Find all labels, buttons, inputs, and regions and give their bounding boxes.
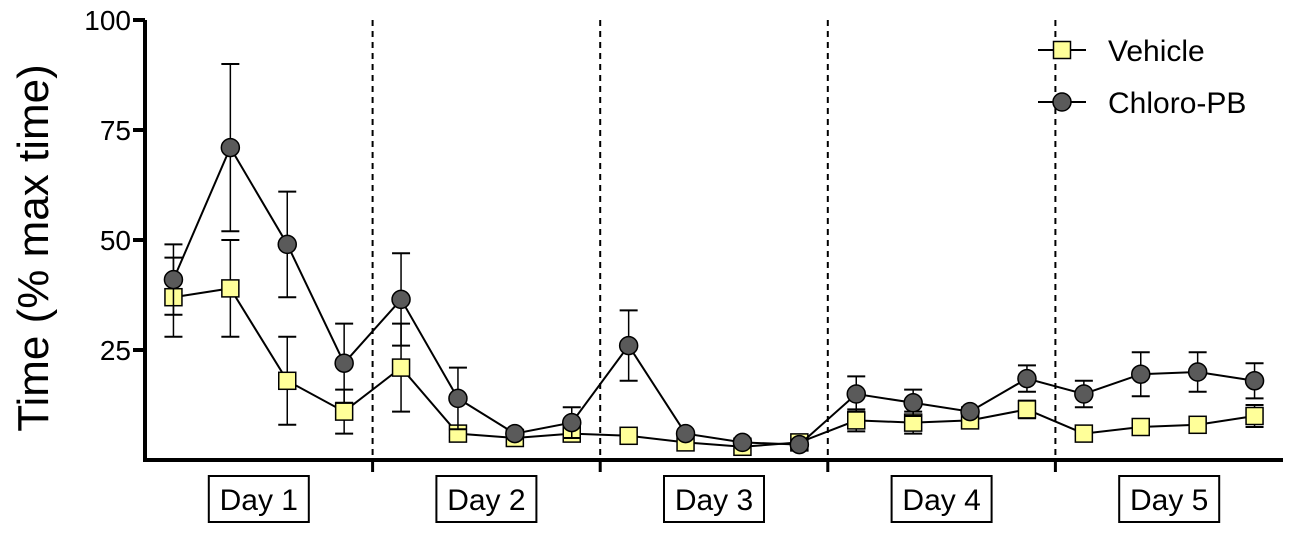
- y-tick-label: 25: [100, 335, 131, 366]
- y-axis-title: Time (% max time): [9, 64, 58, 432]
- data-point: [220, 137, 241, 158]
- axes: [133, 18, 1283, 472]
- legend-label: Chloro-PB: [1108, 87, 1246, 120]
- data-point: [163, 269, 184, 290]
- labels: Time (% max time) 25 50 75 100 Day 1 Day 2 Day…: [9, 5, 1221, 523]
- y-tick-label: 100: [84, 5, 131, 36]
- day-label-box: [435, 475, 538, 523]
- day-label-box: [207, 475, 310, 523]
- data-point: [1131, 417, 1150, 437]
- series: [163, 63, 1265, 457]
- data-point: [903, 393, 923, 413]
- data-point: [334, 402, 354, 421]
- y-tick-label: 75: [100, 115, 131, 146]
- day-label-box: [890, 475, 993, 523]
- data-point: [732, 432, 753, 453]
- data-point: [221, 279, 240, 298]
- legend-label: Vehicle: [1108, 35, 1205, 68]
- series-chloro-pb: [163, 63, 1265, 455]
- data-point: [960, 401, 980, 422]
- day-label: Day 5: [1130, 484, 1208, 517]
- data-point: [391, 289, 411, 310]
- data-point: [846, 384, 866, 404]
- day-label-box: [663, 475, 765, 523]
- data-point: [619, 426, 638, 446]
- data-point: [1245, 406, 1264, 426]
- data-point: [1074, 424, 1094, 443]
- legend: Vehicle Chloro-PB: [1038, 35, 1246, 120]
- data-point: [789, 434, 810, 455]
- day-label-box: [1118, 475, 1221, 523]
- data-point: [505, 423, 525, 444]
- y-tick-label: 50: [100, 225, 131, 256]
- data-point: [1017, 400, 1037, 419]
- legend-marker: [1052, 92, 1072, 112]
- series-line: [172, 145, 1255, 446]
- data-point: [675, 423, 696, 444]
- day-label: Day 3: [675, 484, 753, 517]
- data-point: [1244, 371, 1265, 391]
- data-point: [391, 358, 411, 377]
- data-point: [1017, 368, 1037, 389]
- data-point: [334, 353, 354, 373]
- day-label: Day 2: [447, 484, 525, 517]
- data-point: [1188, 415, 1207, 435]
- data-point: [618, 335, 639, 356]
- data-point: [277, 234, 297, 255]
- data-point: [847, 411, 866, 430]
- legend-marker: [1052, 40, 1072, 60]
- day-label: Day 4: [902, 484, 980, 517]
- data-point: [278, 371, 297, 391]
- series-line: [173, 287, 1255, 448]
- data-point: [1074, 384, 1094, 404]
- data-point: [448, 388, 468, 409]
- data-point: [1187, 362, 1208, 382]
- day-label: Day 1: [220, 484, 298, 517]
- data-point: [1131, 364, 1151, 384]
- series-vehicle: [164, 239, 1264, 457]
- day-separators: [371, 20, 1057, 460]
- data-point: [562, 412, 582, 433]
